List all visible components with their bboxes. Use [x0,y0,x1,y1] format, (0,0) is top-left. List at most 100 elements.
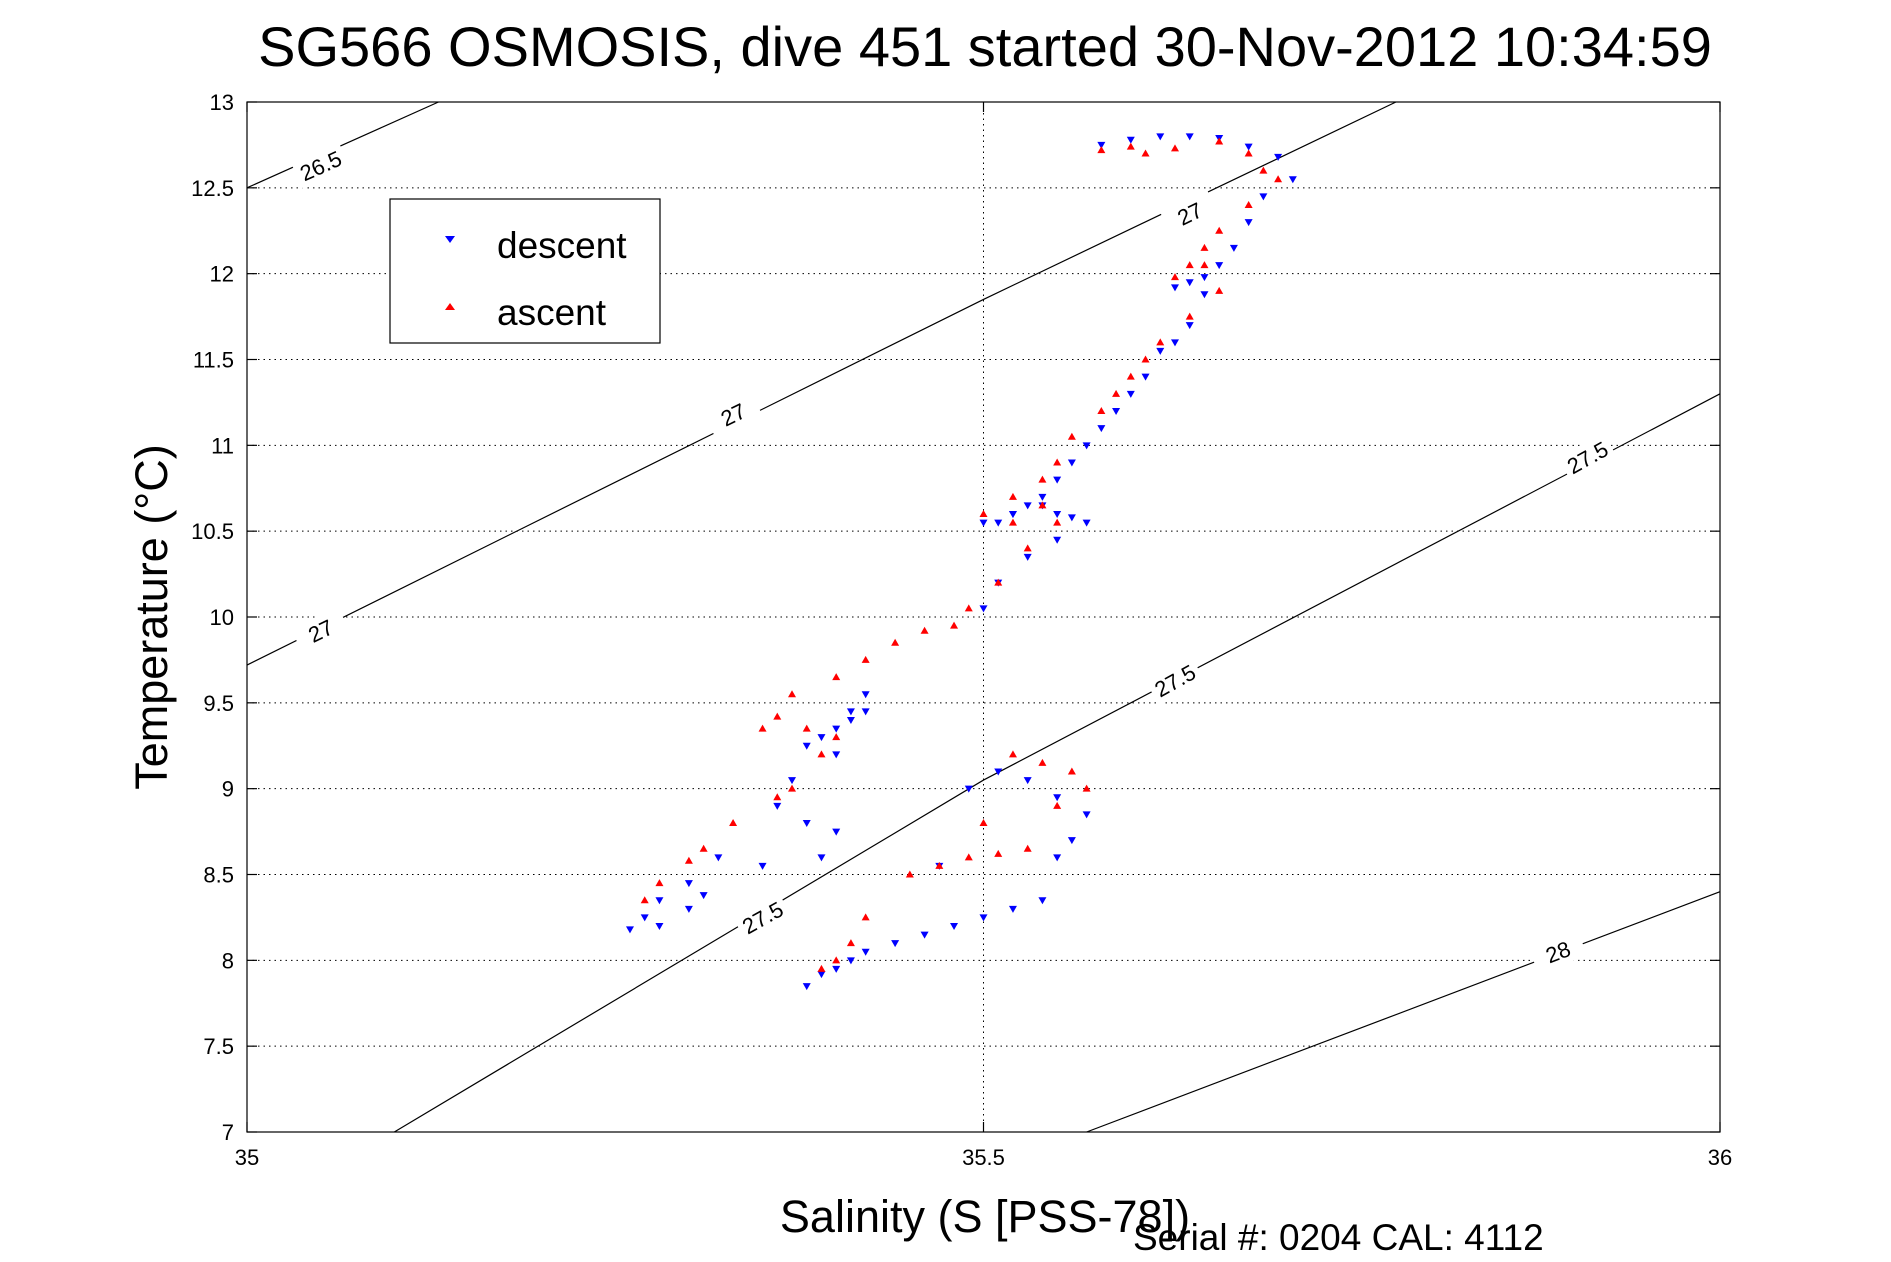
descent-point [1097,425,1106,433]
ascent-point [684,856,693,864]
ascent-point [773,712,782,720]
ascent-point [1053,518,1062,526]
descent-point [1156,347,1165,355]
legend-descent-marker [445,236,455,243]
ascent-point [964,604,973,612]
ascent-point [788,784,797,792]
descent-point [1023,502,1032,510]
descent-point [817,734,826,742]
y-tick-label: 11 [211,433,234,458]
ascent-point [1185,312,1194,320]
contour-label-backing [733,892,793,943]
ascent-point [773,793,782,801]
x-axis-label: Salinity (S [PSS-78]) [780,1191,1190,1242]
descent-point [1156,133,1165,141]
ascent-point [861,913,870,921]
ascent-point [1008,518,1017,526]
descent-point [1023,777,1032,785]
x-tick-label: 36 [1708,1145,1732,1170]
descent-point [1053,511,1062,518]
ascent-point [1215,226,1224,234]
ascent-point [802,724,811,732]
descent-point [655,923,664,930]
ascent-point [1097,146,1106,154]
descent-point [1244,143,1253,151]
descent-point [1126,136,1135,144]
ascent-point [891,638,900,646]
ascent-point [1274,175,1283,183]
descent-point [1274,153,1283,161]
ascent-point [979,819,988,826]
descent-point [1215,262,1224,270]
axis-ticks: 35 35.5 36 7 7.5 8 8.5 9 9.5 10 10.5 11 11.5 12 12.5 13 [191,90,1732,1170]
descent-point [1038,493,1047,501]
descent-point [817,854,826,862]
descent-point [861,708,870,716]
density-contour-line [246,101,439,189]
descent-point [1082,442,1091,450]
descent-point [1185,133,1194,141]
descent-point [832,751,841,759]
ascent-point [1023,844,1032,852]
descent-point [920,931,929,939]
data-points [625,133,1297,991]
ascent-point [817,964,826,972]
legend-ascent-label: ascent [497,292,607,333]
ascent-point [1259,166,1268,174]
ascent-point [1023,544,1032,552]
ascent-point [640,896,649,904]
ascent-point [1126,372,1135,380]
chart-title: SG566 OSMOSIS, dive 451 started 30-Nov-2… [258,15,1712,78]
descent-point [1170,339,1179,347]
ascent-point [758,724,767,732]
descent-point [788,777,797,785]
descent-point [802,742,811,750]
descent-point [1067,837,1076,845]
descent-point [817,971,826,979]
contour-label-backing [1160,189,1220,238]
descent-point [1008,511,1017,518]
grid [247,102,1720,1132]
y-tick-label: 10 [210,605,234,630]
y-tick-label: 8.5 [203,863,234,888]
descent-point [950,923,959,930]
ascent-point [1053,801,1062,809]
ascent-point [994,578,1003,586]
descent-point [1259,193,1268,201]
contour-label-backing [1145,655,1205,706]
descent-point [979,914,988,922]
descent-point [1053,854,1062,862]
descent-point [1126,390,1135,398]
descent-point [1038,897,1047,905]
ascent-point [1053,458,1062,466]
ascent-point [994,849,1003,857]
y-tick-label: 8 [222,948,234,973]
density-contour-line [393,393,1721,1133]
ascent-point [1185,261,1194,269]
ascent-point [1126,142,1135,150]
descent-point [1053,794,1062,802]
descent-point [1185,279,1194,287]
ascent-point [1200,261,1209,269]
y-tick-label: 12 [210,262,234,287]
descent-point [773,802,782,810]
ascent-point [861,655,870,663]
descent-point [1229,244,1238,252]
descent-point [832,725,841,733]
descent-point [846,708,855,716]
ascent-point [905,870,914,878]
descent-point [846,717,855,724]
legend-ascent-marker [445,303,455,310]
ascent-point [1097,407,1106,414]
ascent-point [1082,784,1091,792]
descent-point [1170,284,1179,292]
y-tick-label: 13 [210,90,234,115]
ascent-point [1244,201,1253,208]
descent-point [1244,219,1253,227]
descent-point [802,983,811,991]
ascent-point [1215,137,1224,145]
ascent-point [979,510,988,517]
ascent-point [1038,758,1047,766]
descent-point [1200,291,1209,299]
x-tick-label: 35 [235,1145,259,1170]
